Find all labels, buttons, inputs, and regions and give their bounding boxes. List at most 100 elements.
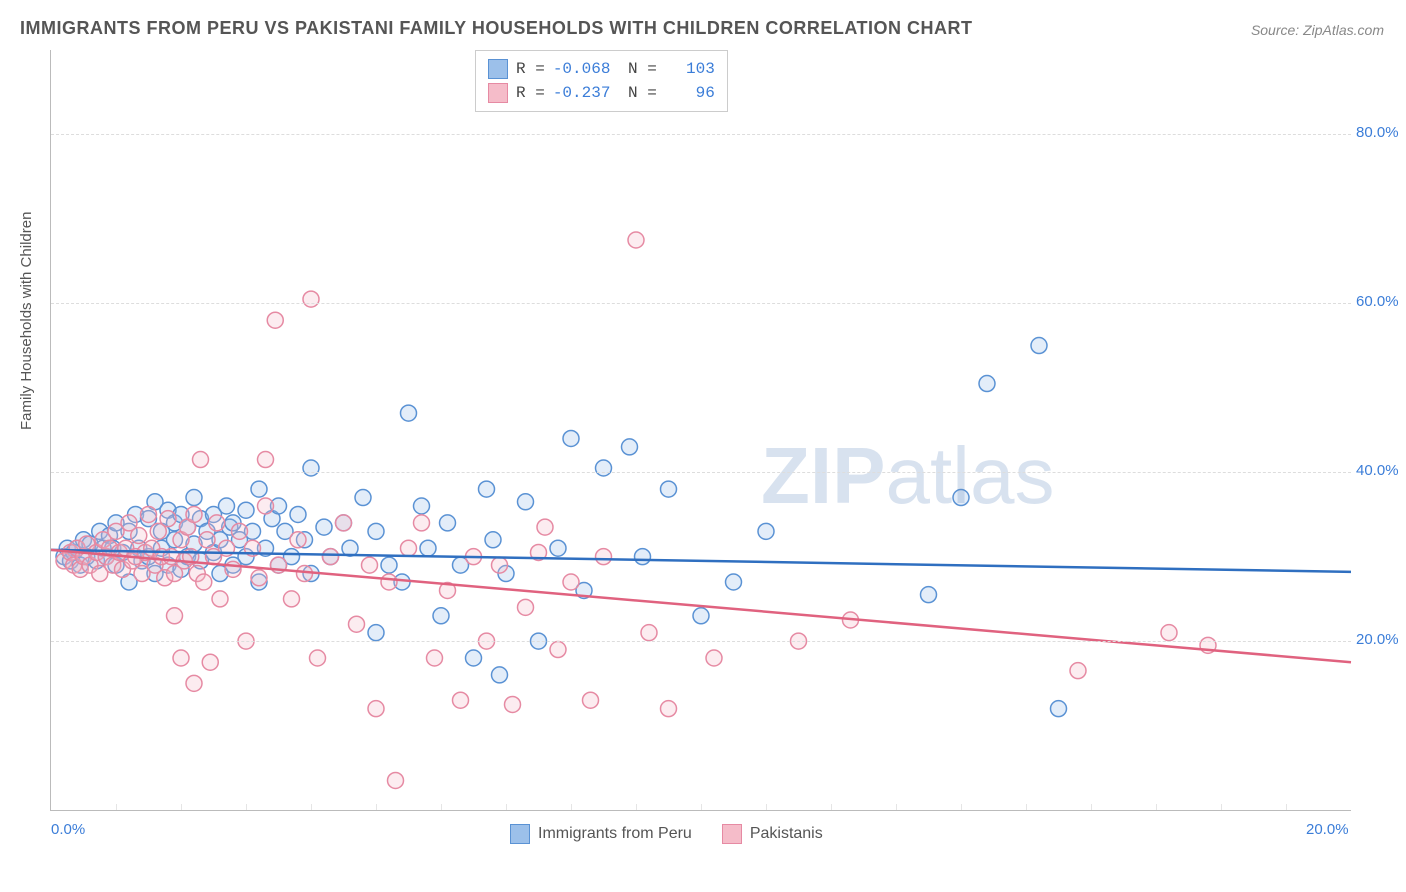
series-swatch-icon xyxy=(488,59,508,79)
data-point xyxy=(316,519,332,535)
data-point xyxy=(303,460,319,476)
data-point xyxy=(453,692,469,708)
data-point xyxy=(251,570,267,586)
y-axis-label: Family Households with Children xyxy=(18,212,35,430)
legend-item-0: Immigrants from Peru xyxy=(510,824,692,844)
data-point xyxy=(167,608,183,624)
data-point xyxy=(303,291,319,307)
data-point xyxy=(193,452,209,468)
data-point xyxy=(368,701,384,717)
stats-row-series-1: R = -0.237 N = 96 xyxy=(488,81,715,105)
data-point xyxy=(1070,663,1086,679)
data-point xyxy=(290,506,306,522)
chart-container: IMMIGRANTS FROM PERU VS PAKISTANI FAMILY… xyxy=(0,0,1406,892)
data-point xyxy=(414,498,430,514)
data-point xyxy=(368,523,384,539)
data-point xyxy=(726,574,742,590)
data-point xyxy=(349,616,365,632)
data-point xyxy=(225,561,241,577)
data-point xyxy=(381,574,397,590)
data-point xyxy=(202,654,218,670)
data-point xyxy=(563,430,579,446)
data-point xyxy=(1051,701,1067,717)
data-point xyxy=(1161,625,1177,641)
data-point xyxy=(661,701,677,717)
series-legend: Immigrants from Peru Pakistanis xyxy=(510,824,823,844)
data-point xyxy=(212,591,228,607)
data-point xyxy=(492,557,508,573)
data-point xyxy=(141,506,157,522)
stats-legend: R = -0.068 N = 103 R = -0.237 N = 96 xyxy=(475,50,728,112)
data-point xyxy=(173,650,189,666)
data-point xyxy=(401,540,417,556)
series-swatch-icon xyxy=(510,824,530,844)
data-point xyxy=(258,498,274,514)
data-point xyxy=(433,608,449,624)
data-point xyxy=(199,532,215,548)
data-point xyxy=(219,498,235,514)
data-point xyxy=(758,523,774,539)
data-point xyxy=(381,557,397,573)
data-point xyxy=(492,667,508,683)
data-point xyxy=(641,625,657,641)
data-point xyxy=(186,675,202,691)
data-point xyxy=(232,523,248,539)
y-tick-label: 20.0% xyxy=(1356,631,1406,648)
data-point xyxy=(628,232,644,248)
chart-title: IMMIGRANTS FROM PERU VS PAKISTANI FAMILY… xyxy=(20,18,973,39)
data-point xyxy=(622,439,638,455)
data-point xyxy=(440,515,456,531)
data-point xyxy=(706,650,722,666)
plot-area: ZIPatlas 20.0%40.0%60.0%80.0%0.0%20.0% xyxy=(50,50,1351,811)
x-tick-label: 20.0% xyxy=(1306,821,1349,838)
data-point xyxy=(563,574,579,590)
legend-item-1: Pakistanis xyxy=(722,824,823,844)
data-point xyxy=(284,591,300,607)
data-point xyxy=(518,494,534,510)
data-point xyxy=(953,490,969,506)
data-point xyxy=(368,625,384,641)
data-point xyxy=(485,532,501,548)
data-point xyxy=(583,692,599,708)
data-point xyxy=(186,506,202,522)
y-tick-label: 60.0% xyxy=(1356,293,1406,310)
data-point xyxy=(596,549,612,565)
data-point xyxy=(131,528,147,544)
data-point xyxy=(979,376,995,392)
data-point xyxy=(323,549,339,565)
series-swatch-icon xyxy=(722,824,742,844)
data-point xyxy=(336,515,352,531)
data-point xyxy=(420,540,436,556)
data-point xyxy=(388,772,404,788)
data-point xyxy=(635,549,651,565)
data-point xyxy=(661,481,677,497)
data-point xyxy=(518,599,534,615)
data-point xyxy=(466,650,482,666)
data-point xyxy=(267,312,283,328)
data-point xyxy=(921,587,937,603)
data-point xyxy=(537,519,553,535)
data-point xyxy=(479,481,495,497)
data-point xyxy=(505,696,521,712)
series-swatch-icon xyxy=(488,83,508,103)
data-point xyxy=(1031,338,1047,354)
data-point xyxy=(414,515,430,531)
data-point xyxy=(258,452,274,468)
y-tick-label: 80.0% xyxy=(1356,124,1406,141)
data-point xyxy=(550,540,566,556)
data-point xyxy=(362,557,378,573)
data-point xyxy=(238,502,254,518)
data-point xyxy=(550,642,566,658)
data-point xyxy=(427,650,443,666)
data-point xyxy=(290,532,306,548)
data-point xyxy=(160,511,176,527)
stats-row-series-0: R = -0.068 N = 103 xyxy=(488,57,715,81)
data-point xyxy=(596,460,612,476)
source-label: Source: ZipAtlas.com xyxy=(1251,22,1384,38)
data-point xyxy=(693,608,709,624)
data-point xyxy=(297,566,313,582)
data-point xyxy=(355,490,371,506)
scatter-svg xyxy=(51,50,1351,810)
data-point xyxy=(251,481,267,497)
data-point xyxy=(401,405,417,421)
